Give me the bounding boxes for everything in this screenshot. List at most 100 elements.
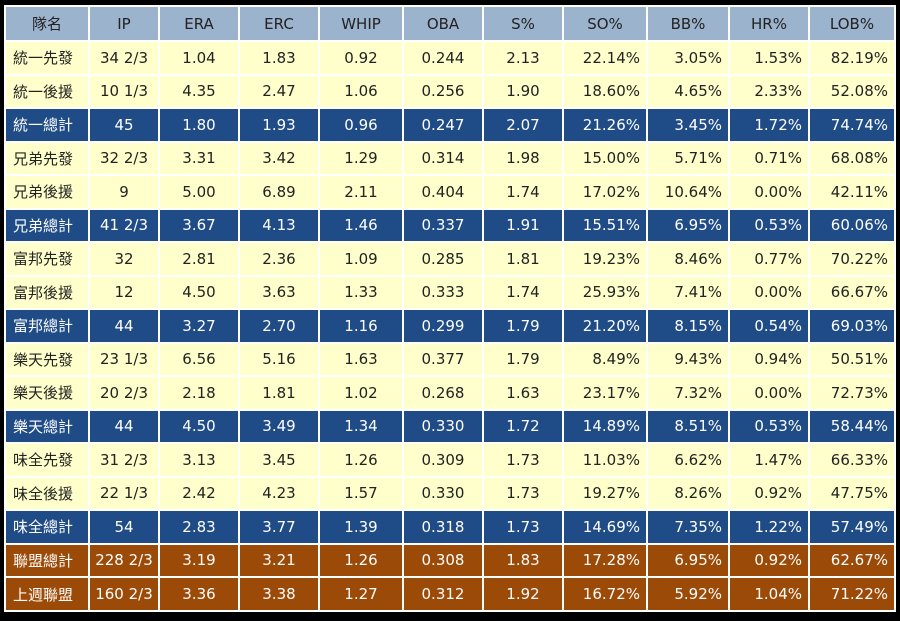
- oba-cell: 0.247: [402, 107, 484, 143]
- oba-cell: 0.309: [402, 442, 484, 478]
- oba-cell: 0.330: [402, 475, 484, 512]
- column-header-lob-pct: LOB%: [808, 5, 896, 42]
- bb-pct-cell: 7.41%: [646, 274, 730, 311]
- team-name-cell: 聯盟總計: [4, 542, 90, 579]
- column-header-era: ERA: [158, 5, 240, 42]
- ip-cell: 228 2/3: [88, 542, 160, 579]
- team-name-cell: 富邦先發: [4, 241, 90, 277]
- team-name-cell: 樂天先發: [4, 341, 90, 378]
- hr-pct-cell: 0.94%: [728, 341, 810, 378]
- ip-cell: 32 2/3: [88, 140, 160, 177]
- column-header-s-pct: S%: [482, 5, 564, 42]
- bb-pct-cell: 6.62%: [646, 442, 730, 478]
- so-pct-cell: 16.72%: [562, 576, 648, 612]
- oba-cell: 0.268: [402, 375, 484, 411]
- era-cell: 1.80: [158, 107, 240, 143]
- table-row: 味全總計 54 2.83 3.77 1.39 0.318 1.73 14.69% 7.35% 1.…: [4, 509, 896, 545]
- so-pct-cell: 17.28%: [562, 542, 648, 579]
- era-cell: 6.56: [158, 341, 240, 378]
- s-pct-cell: 1.79: [482, 308, 564, 344]
- table-row: 統一先發 34 2/3 1.04 1.83 0.92 0.244 2.13 22.14% 3.0…: [4, 40, 896, 76]
- team-name-cell: 兄弟總計: [4, 207, 90, 244]
- team-name-cell: 兄弟先發: [4, 140, 90, 177]
- hr-pct-cell: 0.00%: [728, 375, 810, 411]
- erc-cell: 3.63: [238, 274, 320, 311]
- lob-pct-cell: 47.75%: [808, 475, 896, 512]
- era-cell: 2.81: [158, 241, 240, 277]
- oba-cell: 0.333: [402, 274, 484, 311]
- bb-pct-cell: 8.26%: [646, 475, 730, 512]
- era-cell: 2.42: [158, 475, 240, 512]
- lob-pct-cell: 60.06%: [808, 207, 896, 244]
- erc-cell: 4.23: [238, 475, 320, 512]
- hr-pct-cell: 1.04%: [728, 576, 810, 612]
- s-pct-cell: 1.91: [482, 207, 564, 244]
- ip-cell: 45: [88, 107, 160, 143]
- bb-pct-cell: 4.65%: [646, 73, 730, 110]
- lob-pct-cell: 66.67%: [808, 274, 896, 311]
- bb-pct-cell: 5.71%: [646, 140, 730, 177]
- bb-pct-cell: 8.51%: [646, 408, 730, 445]
- ip-cell: 54: [88, 509, 160, 545]
- lob-pct-cell: 50.51%: [808, 341, 896, 378]
- table-row: 樂天總計 44 4.50 3.49 1.34 0.330 1.72 14.89% 8.51% 0.…: [4, 408, 896, 445]
- so-pct-cell: 15.00%: [562, 140, 648, 177]
- ip-cell: 44: [88, 408, 160, 445]
- team-name-cell: 富邦總計: [4, 308, 90, 344]
- oba-cell: 0.299: [402, 308, 484, 344]
- s-pct-cell: 1.74: [482, 174, 564, 210]
- hr-pct-cell: 0.71%: [728, 140, 810, 177]
- bb-pct-cell: 8.46%: [646, 241, 730, 277]
- whip-cell: 0.92: [318, 40, 404, 76]
- era-cell: 5.00: [158, 174, 240, 210]
- hr-pct-cell: 0.53%: [728, 207, 810, 244]
- lob-pct-cell: 82.19%: [808, 40, 896, 76]
- erc-cell: 6.89: [238, 174, 320, 210]
- so-pct-cell: 15.51%: [562, 207, 648, 244]
- erc-cell: 3.45: [238, 442, 320, 478]
- whip-cell: 1.06: [318, 73, 404, 110]
- lob-pct-cell: 69.03%: [808, 308, 896, 344]
- hr-pct-cell: 0.53%: [728, 408, 810, 445]
- oba-cell: 0.312: [402, 576, 484, 612]
- pitching-stats-table: 隊名 IP ERA ERC WHIP OBA S% SO% BB% HR% LOB% 統一先發 34 …: [4, 5, 896, 612]
- column-header-hr-pct: HR%: [728, 5, 810, 42]
- erc-cell: 3.21: [238, 542, 320, 579]
- table-row: 兄弟先發 32 2/3 3.31 3.42 1.29 0.314 1.98 15.00% 5.7…: [4, 140, 896, 177]
- era-cell: 3.67: [158, 207, 240, 244]
- hr-pct-cell: 1.47%: [728, 442, 810, 478]
- whip-cell: 0.96: [318, 107, 404, 143]
- oba-cell: 0.330: [402, 408, 484, 445]
- so-pct-cell: 22.14%: [562, 40, 648, 76]
- ip-cell: 160 2/3: [88, 576, 160, 612]
- era-cell: 2.83: [158, 509, 240, 545]
- erc-cell: 2.36: [238, 241, 320, 277]
- bb-pct-cell: 8.15%: [646, 308, 730, 344]
- oba-cell: 0.314: [402, 140, 484, 177]
- so-pct-cell: 19.23%: [562, 241, 648, 277]
- team-name-cell: 味全後援: [4, 475, 90, 512]
- hr-pct-cell: 1.22%: [728, 509, 810, 545]
- whip-cell: 1.26: [318, 542, 404, 579]
- era-cell: 4.35: [158, 73, 240, 110]
- lob-pct-cell: 66.33%: [808, 442, 896, 478]
- s-pct-cell: 2.07: [482, 107, 564, 143]
- s-pct-cell: 1.90: [482, 73, 564, 110]
- table-body: 統一先發 34 2/3 1.04 1.83 0.92 0.244 2.13 22.14% 3.0…: [4, 40, 896, 612]
- column-header-ip: IP: [88, 5, 160, 42]
- erc-cell: 3.38: [238, 576, 320, 612]
- ip-cell: 23 1/3: [88, 341, 160, 378]
- erc-cell: 3.49: [238, 408, 320, 445]
- oba-cell: 0.404: [402, 174, 484, 210]
- s-pct-cell: 1.74: [482, 274, 564, 311]
- hr-pct-cell: 2.33%: [728, 73, 810, 110]
- so-pct-cell: 14.89%: [562, 408, 648, 445]
- era-cell: 3.31: [158, 140, 240, 177]
- s-pct-cell: 1.81: [482, 241, 564, 277]
- erc-cell: 1.93: [238, 107, 320, 143]
- table-row: 味全後援 22 1/3 2.42 4.23 1.57 0.330 1.73 19.27% 8.2…: [4, 475, 896, 512]
- ip-cell: 22 1/3: [88, 475, 160, 512]
- lob-pct-cell: 72.73%: [808, 375, 896, 411]
- bb-pct-cell: 7.35%: [646, 509, 730, 545]
- oba-cell: 0.256: [402, 73, 484, 110]
